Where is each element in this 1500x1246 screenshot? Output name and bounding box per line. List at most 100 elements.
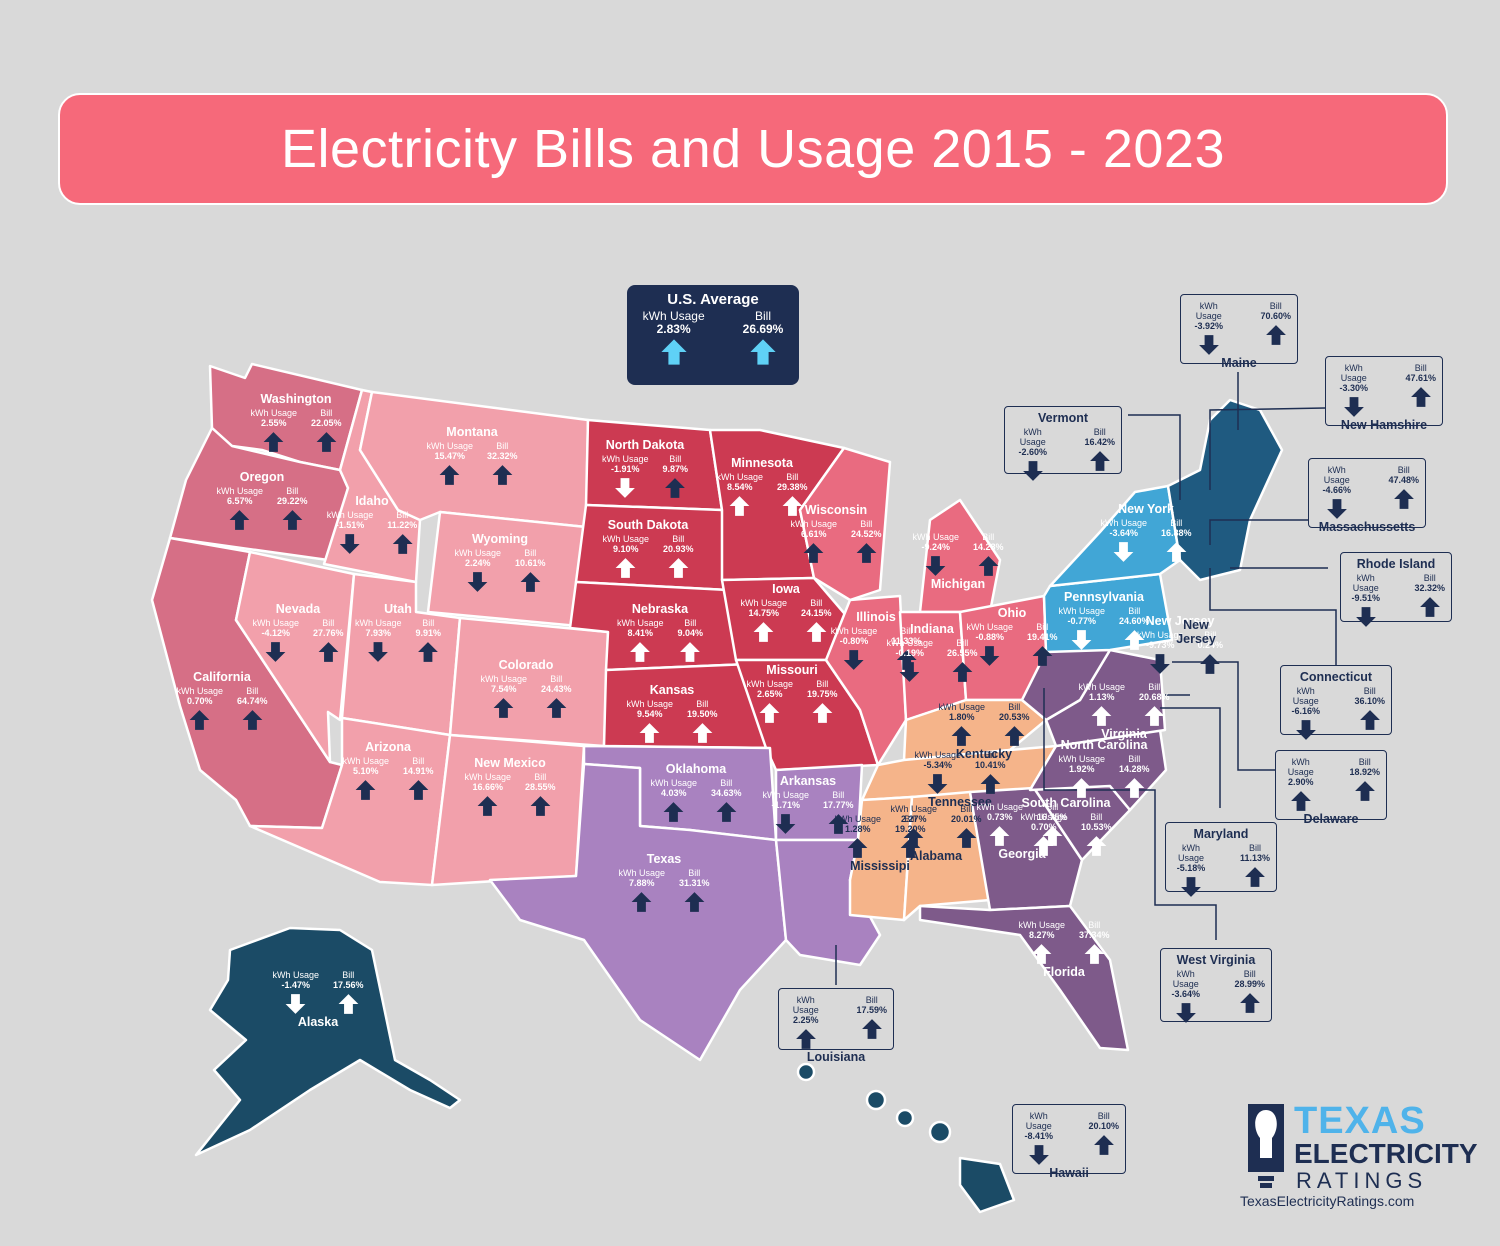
bill-value: 28.99% xyxy=(1234,979,1265,989)
kwh-label: kWh Usage xyxy=(252,618,299,628)
state-bill: Bill 20.93% xyxy=(663,534,694,579)
arrow-up-icon xyxy=(1124,778,1145,798)
state-name: Washington xyxy=(260,392,332,406)
bill-label: Bill xyxy=(860,519,873,529)
state-hawaii-island-3[interactable] xyxy=(895,1108,915,1128)
state-name: Virginia xyxy=(1101,727,1147,741)
state-name: Louisiana xyxy=(806,1050,866,1064)
arrow-up-icon xyxy=(1071,778,1092,798)
state-values-row: kWh Usage 1.13% Bill 20.68% xyxy=(1078,682,1170,727)
kwh-value: -3.92% xyxy=(1194,321,1223,331)
state-name: Tennessee xyxy=(928,795,992,809)
kwh-value: 7.88% xyxy=(628,878,655,888)
state-bill: Bill 17.56% xyxy=(333,970,364,1015)
state-kwh: kWh Usage 7.93% xyxy=(355,618,402,663)
state-label-rhode-island: Rhode Island kWh Usage -9.51% Bill 32.32% xyxy=(1340,552,1452,627)
kwh-value: 5.10% xyxy=(352,766,379,776)
state-values-row: kWh Usage 16.66% Bill 28.55% xyxy=(464,772,556,817)
state-kwh: kWh Usage 2.25% xyxy=(785,995,826,1050)
kwh-value: 4.03% xyxy=(660,788,687,798)
state-hawaii-island-4[interactable] xyxy=(865,1089,887,1111)
kwh-value: 8.54% xyxy=(726,482,753,492)
state-values-row: kWh Usage 9.54% Bill 19.50% xyxy=(626,699,718,744)
kwh-label: kWh Usage xyxy=(1018,920,1065,930)
arrow-up-icon xyxy=(477,796,498,816)
kwh-label: kWh Usage xyxy=(1020,812,1067,822)
bill-value: 24.52% xyxy=(851,529,882,539)
arrow-up-icon xyxy=(952,662,973,682)
state-kwh: kWh Usage 7.88% xyxy=(618,868,665,913)
state-hawaii[interactable] xyxy=(958,1156,1016,1214)
bill-label: Bill xyxy=(320,408,333,418)
arrow-up-icon xyxy=(1354,781,1375,801)
arrow-up-icon xyxy=(806,622,827,642)
state-name: Georgia xyxy=(998,847,1046,861)
state-kwh: kWh Usage 1.92% xyxy=(1058,754,1105,799)
bill-value: 0.24% xyxy=(1197,640,1224,650)
arrow-up-icon xyxy=(1359,710,1380,730)
state-name: New Mexico xyxy=(474,756,546,770)
arrow-up-icon xyxy=(663,802,684,822)
bill-value: 34.63% xyxy=(711,788,742,798)
kwh-label: kWh Usage xyxy=(790,519,837,529)
state-kwh: kWh Usage 2.27% xyxy=(890,804,937,849)
state-alaska[interactable] xyxy=(194,926,462,1157)
arrow-down-icon xyxy=(1150,654,1171,674)
state-values-row: kWh Usage -5.34% Bill 10.41% xyxy=(914,750,1006,795)
bill-label: Bill xyxy=(1248,843,1261,853)
state-label-tennessee: kWh Usage -5.34% Bill 10.41% Tennessee xyxy=(914,748,1005,809)
state-kwh: kWh Usage -1.71% xyxy=(762,790,809,835)
state-bill: Bill 28.55% xyxy=(525,772,556,817)
state-label-arkansas: Arkansas kWh Usage -1.71% Bill 17.77% xyxy=(762,774,854,835)
state-texas[interactable] xyxy=(488,762,788,1062)
state-name: Massachussetts xyxy=(1318,520,1416,534)
bill-label: Bill xyxy=(1097,1111,1110,1121)
state-values-row: kWh Usage 2.65% Bill 19.75% xyxy=(746,679,838,724)
bill-value: 20.93% xyxy=(663,544,694,554)
state-name: Alabama xyxy=(909,849,963,863)
arrow-up-icon xyxy=(668,558,689,578)
state-name: Arkansas xyxy=(779,774,837,788)
kwh-value: -4.12% xyxy=(261,628,290,638)
state-bill: Bill 64.74% xyxy=(237,686,268,731)
bill-value: 19.20% xyxy=(895,824,926,834)
bill-label: Bill xyxy=(865,995,878,1005)
state-kwh: kWh Usage -9.24% xyxy=(912,532,959,577)
state-label-georgia: kWh Usage 0.73% Bill 16.75% Georgia xyxy=(976,800,1067,861)
state-alabama[interactable] xyxy=(902,790,992,922)
bill-label: Bill xyxy=(1128,754,1141,764)
bill-label: Bill xyxy=(1088,920,1101,930)
bill-value: 10.41% xyxy=(975,760,1006,770)
state-kwh: kWh Usage 16.66% xyxy=(464,772,511,817)
state-name: Alaska xyxy=(297,1015,339,1029)
state-florida[interactable] xyxy=(918,904,1130,1052)
state-name: Iowa xyxy=(772,582,800,596)
kwh-value: 16.66% xyxy=(472,782,503,792)
state-values-row: kWh Usage 8.27% Bill 37.34% xyxy=(1018,920,1110,965)
state-kwh: kWh Usage 9.54% xyxy=(626,699,673,744)
kwh-label: kWh Usage xyxy=(834,814,881,824)
state-bill: Bill 47.61% xyxy=(1405,363,1436,408)
state-values-row: kWh Usage 1.80% Bill 20.53% xyxy=(938,702,1030,747)
state-label-new-mexico: New Mexico kWh Usage 16.66% Bill 28.55% xyxy=(464,756,556,817)
state-values-row: kWh Usage -9.73% Bill 0.24% xyxy=(1137,630,1223,675)
state-hawaii-island-2[interactable] xyxy=(928,1120,952,1144)
state-hawaii-island-5[interactable] xyxy=(796,1062,816,1082)
bill-label: Bill xyxy=(669,454,682,464)
state-name: Delaware xyxy=(1303,812,1359,826)
kwh-value: 6.57% xyxy=(226,496,253,506)
state-kwh: kWh Usage -9.73% xyxy=(1137,630,1184,675)
state-kwh: kWh Usage 5.10% xyxy=(342,756,389,801)
state-new-england[interactable] xyxy=(1166,398,1284,582)
state-name: Oklahoma xyxy=(665,762,727,776)
state-bill: Bill 19.41% xyxy=(1027,622,1058,667)
state-name: Connecticut xyxy=(1299,670,1373,684)
state-name: Wisconsin xyxy=(804,503,868,517)
kwh-value: -3.64% xyxy=(1171,989,1200,999)
bill-label: Bill xyxy=(1093,427,1106,437)
state-michigan[interactable] xyxy=(918,498,1002,614)
kwh-value: 9.10% xyxy=(612,544,639,554)
bill-label: Bill xyxy=(1046,802,1059,812)
state-name: Idaho xyxy=(355,494,389,508)
arrow-up-icon xyxy=(782,496,803,516)
